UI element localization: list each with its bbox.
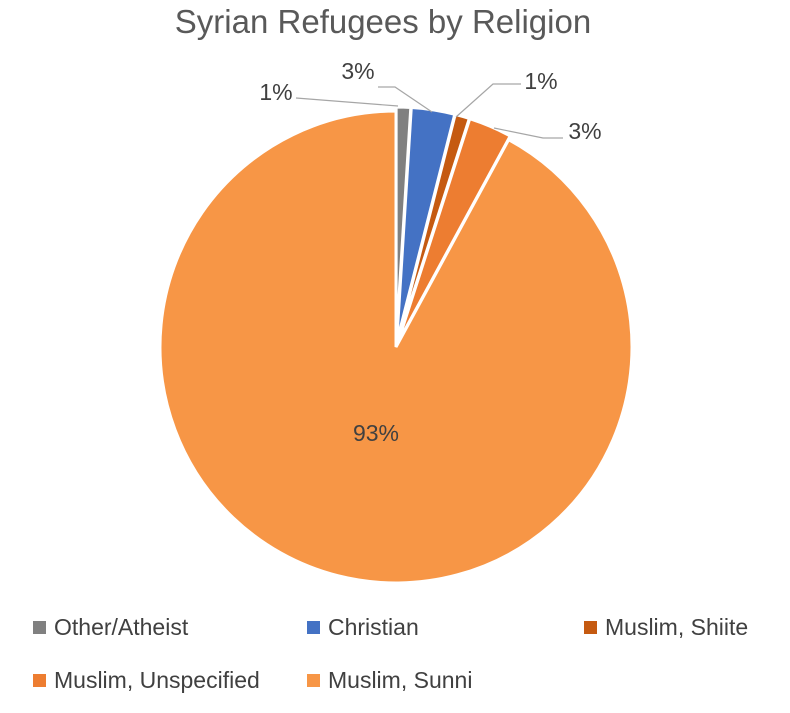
data-label-muslim-sunni: 93% [353, 420, 399, 446]
chart-title: Syrian Refugees by Religion [175, 3, 591, 40]
data-label-other-atheist: 1% [259, 79, 292, 105]
pie-slices [158, 105, 634, 585]
legend-item-christian: Christian [307, 614, 419, 640]
legend-swatch-other-atheist [33, 621, 46, 634]
legend-label-muslim-unspecified: Muslim, Unspecified [54, 667, 260, 693]
data-label-christian: 3% [341, 58, 374, 84]
legend-label-muslim-sunni: Muslim, Sunni [328, 667, 472, 693]
legend-item-muslim-shiite: Muslim, Shiite [584, 614, 748, 640]
legend-swatch-muslim-shiite [584, 621, 597, 634]
legend: Other/Atheist Christian Muslim, Shiite Musl… [33, 614, 748, 693]
legend-label-christian: Christian [328, 614, 419, 640]
legend-label-muslim-shiite: Muslim, Shiite [605, 614, 748, 640]
legend-swatch-christian [307, 621, 320, 634]
legend-item-other-atheist: Other/Atheist [33, 614, 189, 640]
leader-line-muslim-shiite [455, 83, 521, 118]
legend-item-muslim-unspecified: Muslim, Unspecified [33, 667, 260, 693]
leader-line-christian [378, 86, 433, 113]
data-label-muslim-unspecified: 3% [568, 118, 601, 144]
data-label-muslim-shiite: 1% [524, 68, 557, 94]
legend-item-muslim-sunni: Muslim, Sunni [307, 667, 472, 693]
leader-line-muslim-unspecified [493, 127, 563, 139]
data-labels: 1% 3% 1% 3% 93% [259, 58, 601, 446]
leader-lines [295, 83, 563, 139]
pie-slice-muslim-sunni [158, 109, 634, 585]
legend-swatch-muslim-sunni [307, 674, 320, 687]
legend-swatch-muslim-unspecified [33, 674, 46, 687]
leader-line-other-atheist [295, 97, 399, 107]
legend-label-other-atheist: Other/Atheist [54, 614, 189, 640]
pie-slice-muslim-unspecified [396, 116, 513, 345]
